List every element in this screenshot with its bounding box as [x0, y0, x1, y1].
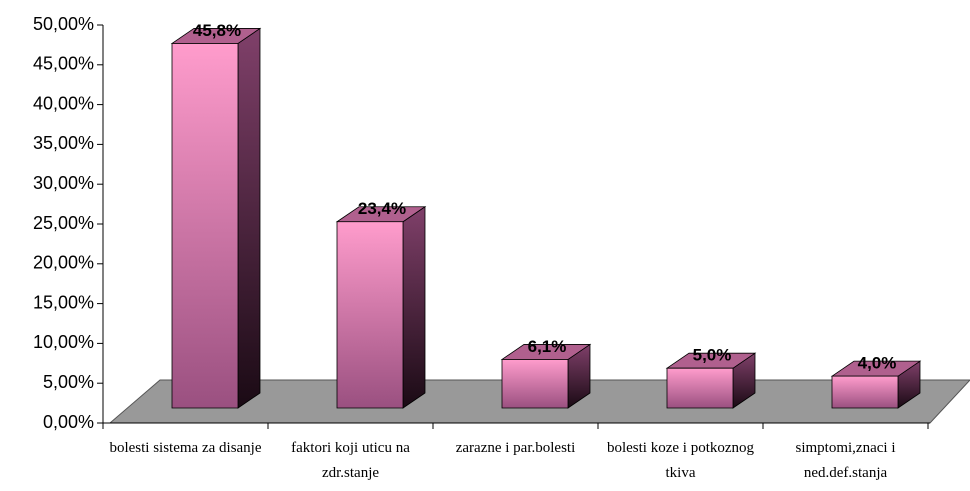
bar [830, 360, 922, 409]
bar [335, 205, 427, 409]
y-tick-label: 10,00% [33, 332, 94, 352]
y-tick-label: 5,00% [43, 372, 94, 392]
y-tick-label: 30,00% [33, 173, 94, 193]
y-tick-label: 15,00% [33, 292, 94, 312]
y-tick-label: 25,00% [33, 213, 94, 233]
y-tick-label: 35,00% [33, 133, 94, 153]
value-label: 23,4% [358, 199, 406, 218]
bar-front [666, 367, 734, 409]
bar [500, 343, 592, 409]
value-label: 4,0% [858, 354, 897, 373]
bar-front [831, 375, 899, 409]
y-tick-label: 50,00% [33, 14, 94, 34]
bar-front [501, 359, 569, 409]
y-tick-label: 45,00% [33, 54, 94, 74]
x-tick-label: zarazne i par.bolesti [455, 440, 576, 456]
y-tick-label: 40,00% [33, 93, 94, 113]
x-tick-label: faktori koji uticu na zdr.stanje [291, 440, 410, 481]
bar-side [402, 205, 426, 409]
y-tick-label: 20,00% [33, 253, 94, 273]
bar [665, 352, 757, 409]
y-tick-label: 0,00% [43, 412, 94, 432]
bar-side [237, 27, 261, 409]
x-tick-label: simptomi,znaci i ned.def.stanja [795, 440, 896, 481]
bar [170, 27, 262, 409]
bar-front [336, 221, 404, 409]
value-label: 5,0% [693, 346, 732, 365]
x-tick-label: bolesti koze i potkoznog tkiva [606, 440, 755, 481]
bar-front [171, 43, 239, 409]
value-label: 45,8% [193, 21, 241, 40]
x-tick-label: bolesti sistema za disanje [109, 440, 262, 456]
value-label: 6,1% [528, 337, 567, 356]
